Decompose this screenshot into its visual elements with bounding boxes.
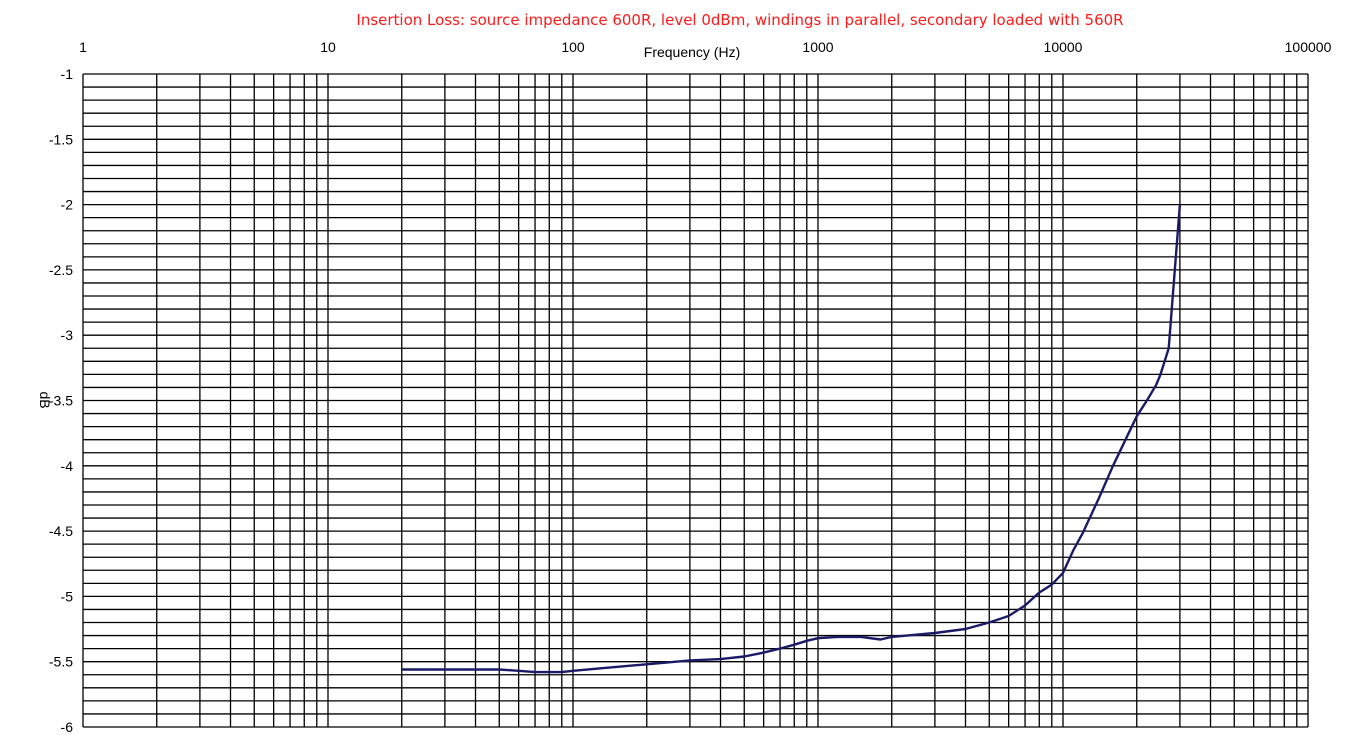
x-axis-label: Frequency (Hz) xyxy=(644,44,740,60)
y-tick-label: -6 xyxy=(61,719,74,735)
y-tick-label: -2.5 xyxy=(49,262,73,278)
grid xyxy=(82,73,1309,728)
y-tick-labels: -1 -1.5 -2 -2.5 -3 -3.5 -4 -4.5 -5 -5.5 -6 xyxy=(49,66,73,735)
chart-title: Insertion Loss: source impedance 600R, l… xyxy=(356,11,1123,29)
x-tick-label: 1000 xyxy=(802,39,833,55)
x-tick-label: 100000 xyxy=(1285,39,1332,55)
x-tick-label: 10 xyxy=(320,39,336,55)
x-tick-labels: 1 10 100 1000 10000 100000 xyxy=(79,39,1331,55)
y-axis-label: dB xyxy=(37,391,53,408)
y-tick-label: -3 xyxy=(61,327,74,343)
y-tick-label: -1.5 xyxy=(49,131,73,147)
x-tick-label: 100 xyxy=(561,39,585,55)
y-tick-label: -2 xyxy=(61,197,74,213)
insertion-loss-line xyxy=(401,204,1182,674)
y-tick-label: -5 xyxy=(61,588,74,604)
y-tick-label: -4 xyxy=(61,458,74,474)
data-series xyxy=(401,204,1182,674)
x-tick-label: 1 xyxy=(79,39,87,55)
y-tick-label: -4.5 xyxy=(49,523,73,539)
y-tick-label: -1 xyxy=(61,66,74,82)
y-tick-label: -5.5 xyxy=(49,654,73,670)
y-tick-label: -3.5 xyxy=(49,393,73,409)
x-tick-label: 10000 xyxy=(1044,39,1083,55)
